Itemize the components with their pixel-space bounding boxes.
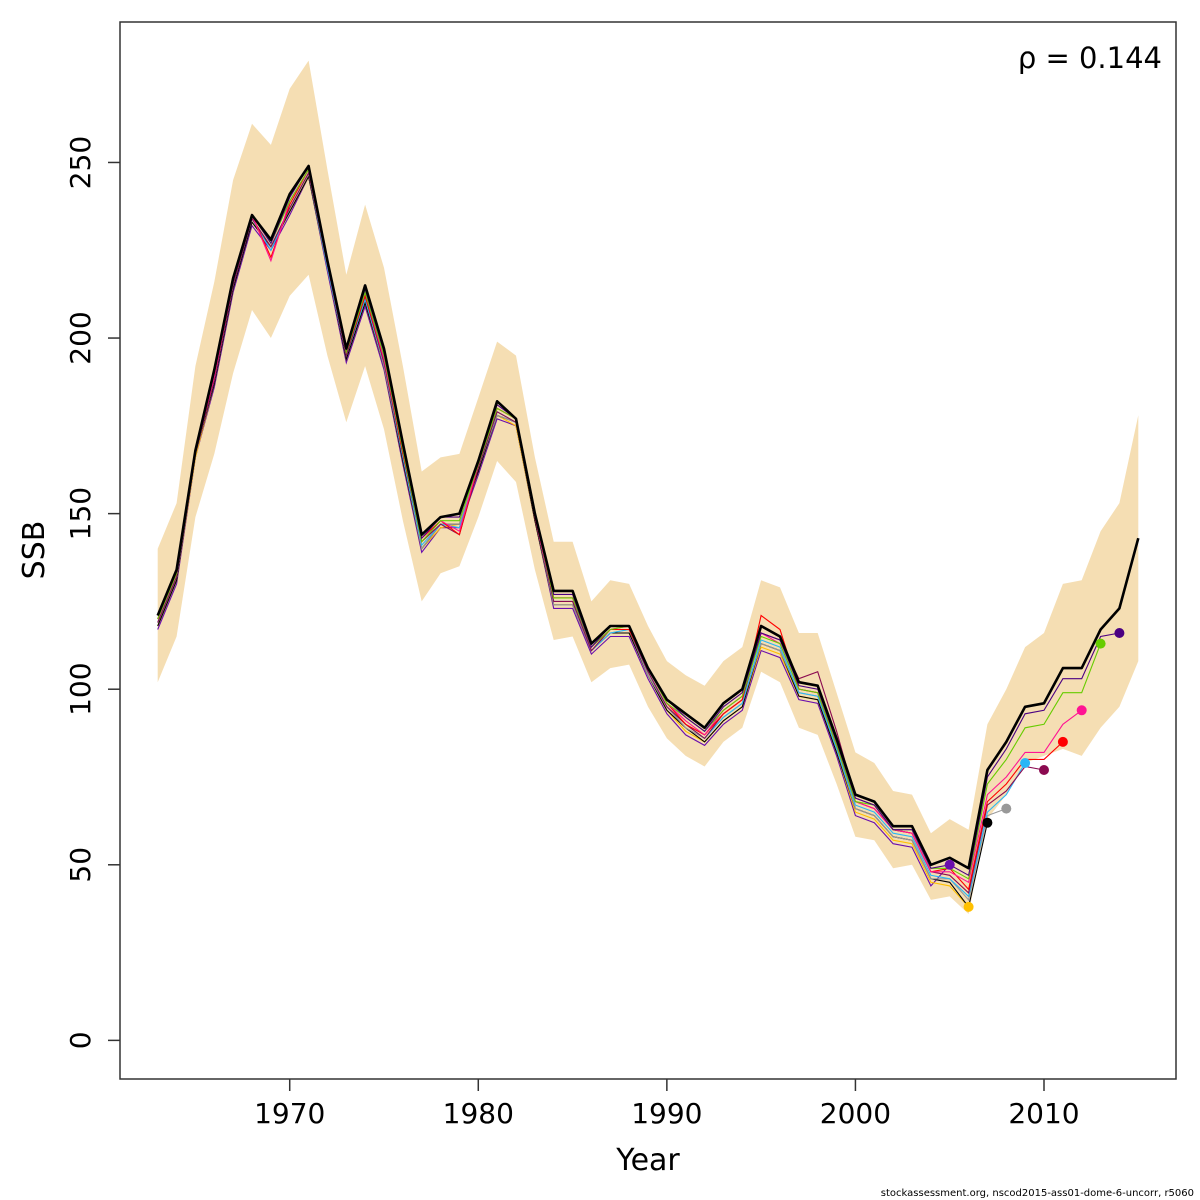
peel-endpoint-2006 — [963, 901, 974, 912]
peel-endpoint-2007 — [982, 817, 993, 828]
rho-annotation: ρ = 0.144 — [1018, 41, 1162, 75]
peel-endpoint-2013 — [1095, 638, 1106, 649]
peel-endpoint-2011 — [1057, 736, 1068, 747]
y-tick-label-250: 250 — [64, 136, 97, 189]
x-tick-label-1990: 1990 — [631, 1097, 702, 1130]
y-tick-label-0: 0 — [64, 1031, 97, 1049]
peel-endpoint-2014 — [1114, 628, 1125, 638]
x-axis-title: Year — [615, 1143, 680, 1178]
y-tick-label-50: 50 — [64, 847, 97, 883]
x-tick-label-1980: 1980 — [443, 1097, 514, 1130]
plot-frame — [119, 21, 1177, 1080]
y-axis-title: SSB — [17, 521, 52, 580]
peel-endpoint-2005 — [944, 859, 955, 870]
peel-endpoint-2010 — [1039, 765, 1049, 775]
x-tick-label-2010: 2010 — [1008, 1097, 1079, 1130]
y-tick-label-150: 150 — [64, 487, 97, 540]
confidence-band — [157, 60, 1139, 915]
peel-line-2005 — [157, 174, 951, 887]
ssb-main-line — [156, 164, 1140, 870]
footer-credit: stockassessment.org, nscod2015-ass01-dom… — [881, 1188, 1194, 1199]
x-tick-label-1970: 1970 — [254, 1097, 325, 1130]
x-tick-label-2000: 2000 — [820, 1097, 891, 1130]
y-tick-label-100: 100 — [64, 662, 97, 715]
axes: 1970 1980 1990 2000 2010 0 50 100 150 200 250 — [64, 136, 1080, 1130]
peel-endpoint-2008 — [1001, 803, 1012, 814]
peel-endpoint-2009 — [1020, 758, 1031, 768]
plot-area — [156, 60, 1140, 915]
peel-endpoint-2012 — [1076, 705, 1087, 716]
y-tick-label-200: 200 — [64, 311, 97, 364]
